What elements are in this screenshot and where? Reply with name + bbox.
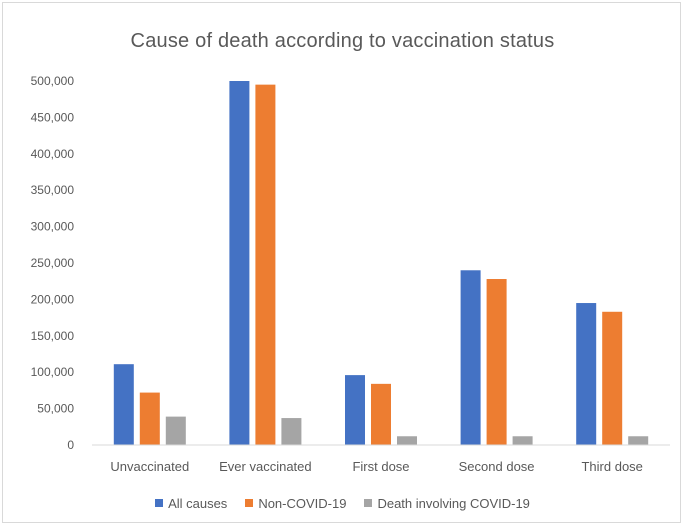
legend-label: Death involving COVID-19 bbox=[377, 496, 530, 511]
y-tick-label: 400,000 bbox=[31, 147, 75, 161]
bar-all-causes-4 bbox=[576, 303, 597, 445]
bar-death-involving-covid-19-4 bbox=[628, 436, 649, 445]
bar-non-covid-19-0 bbox=[139, 392, 160, 445]
y-tick-label: 250,000 bbox=[31, 256, 75, 270]
chart-title: Cause of death according to vaccination … bbox=[130, 30, 555, 52]
legend-label: All causes bbox=[168, 496, 228, 511]
y-tick-label: 0 bbox=[67, 438, 74, 452]
bar-all-causes-1 bbox=[229, 81, 250, 445]
y-tick-label: 100,000 bbox=[31, 365, 75, 379]
bar-death-involving-covid-19-3 bbox=[512, 436, 533, 445]
bar-death-involving-covid-19-1 bbox=[281, 418, 302, 445]
bar-non-covid-19-1 bbox=[255, 84, 276, 445]
bar-death-involving-covid-19-2 bbox=[397, 436, 417, 445]
x-axis: Unvaccinated Ever vaccinated First dose Sec… bbox=[110, 459, 643, 474]
legend-item: All causes bbox=[155, 496, 227, 511]
x-category-label: Third dose bbox=[581, 459, 642, 474]
x-category-label: Unvaccinated bbox=[110, 459, 189, 474]
legend-swatch bbox=[155, 499, 164, 507]
bar-death-involving-covid-19-0 bbox=[165, 416, 186, 445]
y-tick-label: 200,000 bbox=[31, 292, 75, 306]
x-category-label: Ever vaccinated bbox=[219, 459, 312, 474]
legend-swatch bbox=[245, 499, 254, 507]
legend: All causes Non-COVID-19 Death involving CO… bbox=[0, 496, 685, 511]
bar-non-covid-19-3 bbox=[486, 279, 507, 445]
bar-non-covid-19-2 bbox=[371, 383, 391, 445]
x-category-label: First dose bbox=[352, 459, 409, 474]
bar-non-covid-19-4 bbox=[602, 311, 623, 445]
legend-swatch bbox=[364, 499, 373, 507]
y-tick-label: 450,000 bbox=[31, 110, 75, 124]
y-tick-label: 300,000 bbox=[31, 220, 75, 234]
bar-all-causes-2 bbox=[345, 375, 365, 445]
y-tick-label: 350,000 bbox=[31, 183, 75, 197]
legend-item: Non-COVID-19 bbox=[245, 496, 346, 511]
y-tick-label: 50,000 bbox=[37, 402, 74, 416]
y-axis: 0 50,000 100,000 150,000 200,000 250,000 300,0… bbox=[31, 74, 75, 452]
bar-all-causes-3 bbox=[460, 270, 481, 445]
y-tick-label: 150,000 bbox=[31, 329, 75, 343]
legend-item: Death involving COVID-19 bbox=[364, 496, 530, 511]
x-category-label: Second dose bbox=[459, 459, 535, 474]
bar-all-causes-0 bbox=[113, 364, 134, 445]
bars bbox=[113, 81, 649, 445]
legend-label: Non-COVID-19 bbox=[258, 496, 347, 511]
y-tick-label: 500,000 bbox=[31, 74, 75, 88]
